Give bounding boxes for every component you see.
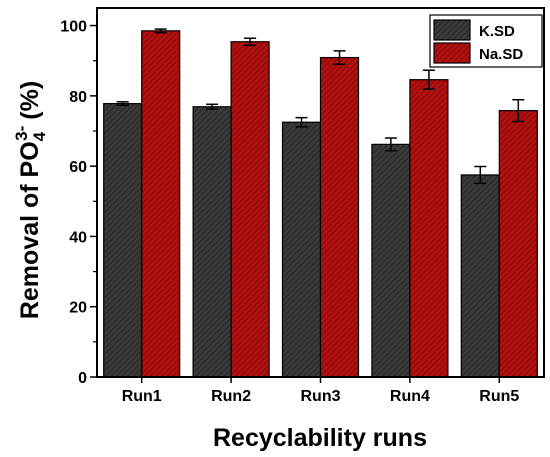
bar-ksd-run2 <box>192 106 232 378</box>
y-axis-title-superscript: 3- <box>12 126 31 141</box>
y-axis-title: Removal of PO43- (%) <box>12 81 49 319</box>
error-bar-ksd-run1 <box>116 101 129 107</box>
y-axis-title-main: Removal of PO <box>16 141 44 319</box>
y-tick-label: 20 <box>69 300 87 317</box>
error-bar-ksd-run2 <box>206 103 219 110</box>
y-tick-label: 80 <box>69 89 87 106</box>
bar-ksd-run5 <box>460 174 500 378</box>
bar-nasd-run4 <box>409 79 449 378</box>
error-bar-nasd-run1 <box>154 28 167 34</box>
bar-nasd-run3 <box>319 56 360 378</box>
y-axis-title-unit: (%) <box>16 81 44 120</box>
error-bar-nasd-run4 <box>422 69 435 90</box>
y-axis-title-subscript: 4 <box>30 131 49 141</box>
error-bar-nasd-run3 <box>333 50 346 65</box>
x-axis-title: Recyclability runs <box>213 424 427 452</box>
error-bars-group <box>116 28 525 185</box>
x-tick-label: Run3 <box>301 388 341 405</box>
bar-nasd-run5 <box>498 110 538 378</box>
error-bar-nasd-run5 <box>512 98 525 123</box>
y-tick-label: 0 <box>78 370 87 387</box>
error-bar-nasd-run2 <box>244 37 257 47</box>
y-tick-label: 100 <box>60 19 87 36</box>
x-tick-label: Run2 <box>211 388 251 405</box>
y-tick-label: 40 <box>69 229 87 246</box>
x-tick-label: Run5 <box>479 388 519 405</box>
x-tick-label: Run1 <box>122 388 162 405</box>
bar-ksd-run4 <box>371 143 411 378</box>
legend-label-ksd: K.SD <box>479 23 515 40</box>
bar-nasd-run2 <box>230 41 270 378</box>
error-bar-ksd-run3 <box>295 116 308 128</box>
error-bar-ksd-run5 <box>474 165 487 185</box>
error-bar-ksd-run4 <box>384 137 397 152</box>
x-axis-ticks: Run1 Run2 Run3 Run4 Run5 <box>122 377 519 405</box>
legend: K.SD Na.SD <box>429 14 543 68</box>
bar-nasd-run1 <box>141 30 181 378</box>
y-axis-ticks: 0 20 40 60 80 100 <box>60 19 97 387</box>
legend-label-nasd: Na.SD <box>479 46 523 63</box>
legend-swatch-nasd <box>433 42 471 64</box>
legend-swatch-ksd <box>433 19 471 41</box>
bars-group <box>103 30 538 378</box>
bar-ksd-run3 <box>281 121 322 378</box>
bar-ksd-run1 <box>103 102 143 378</box>
y-tick-label: 60 <box>69 159 87 176</box>
x-tick-label: Run4 <box>390 388 430 405</box>
